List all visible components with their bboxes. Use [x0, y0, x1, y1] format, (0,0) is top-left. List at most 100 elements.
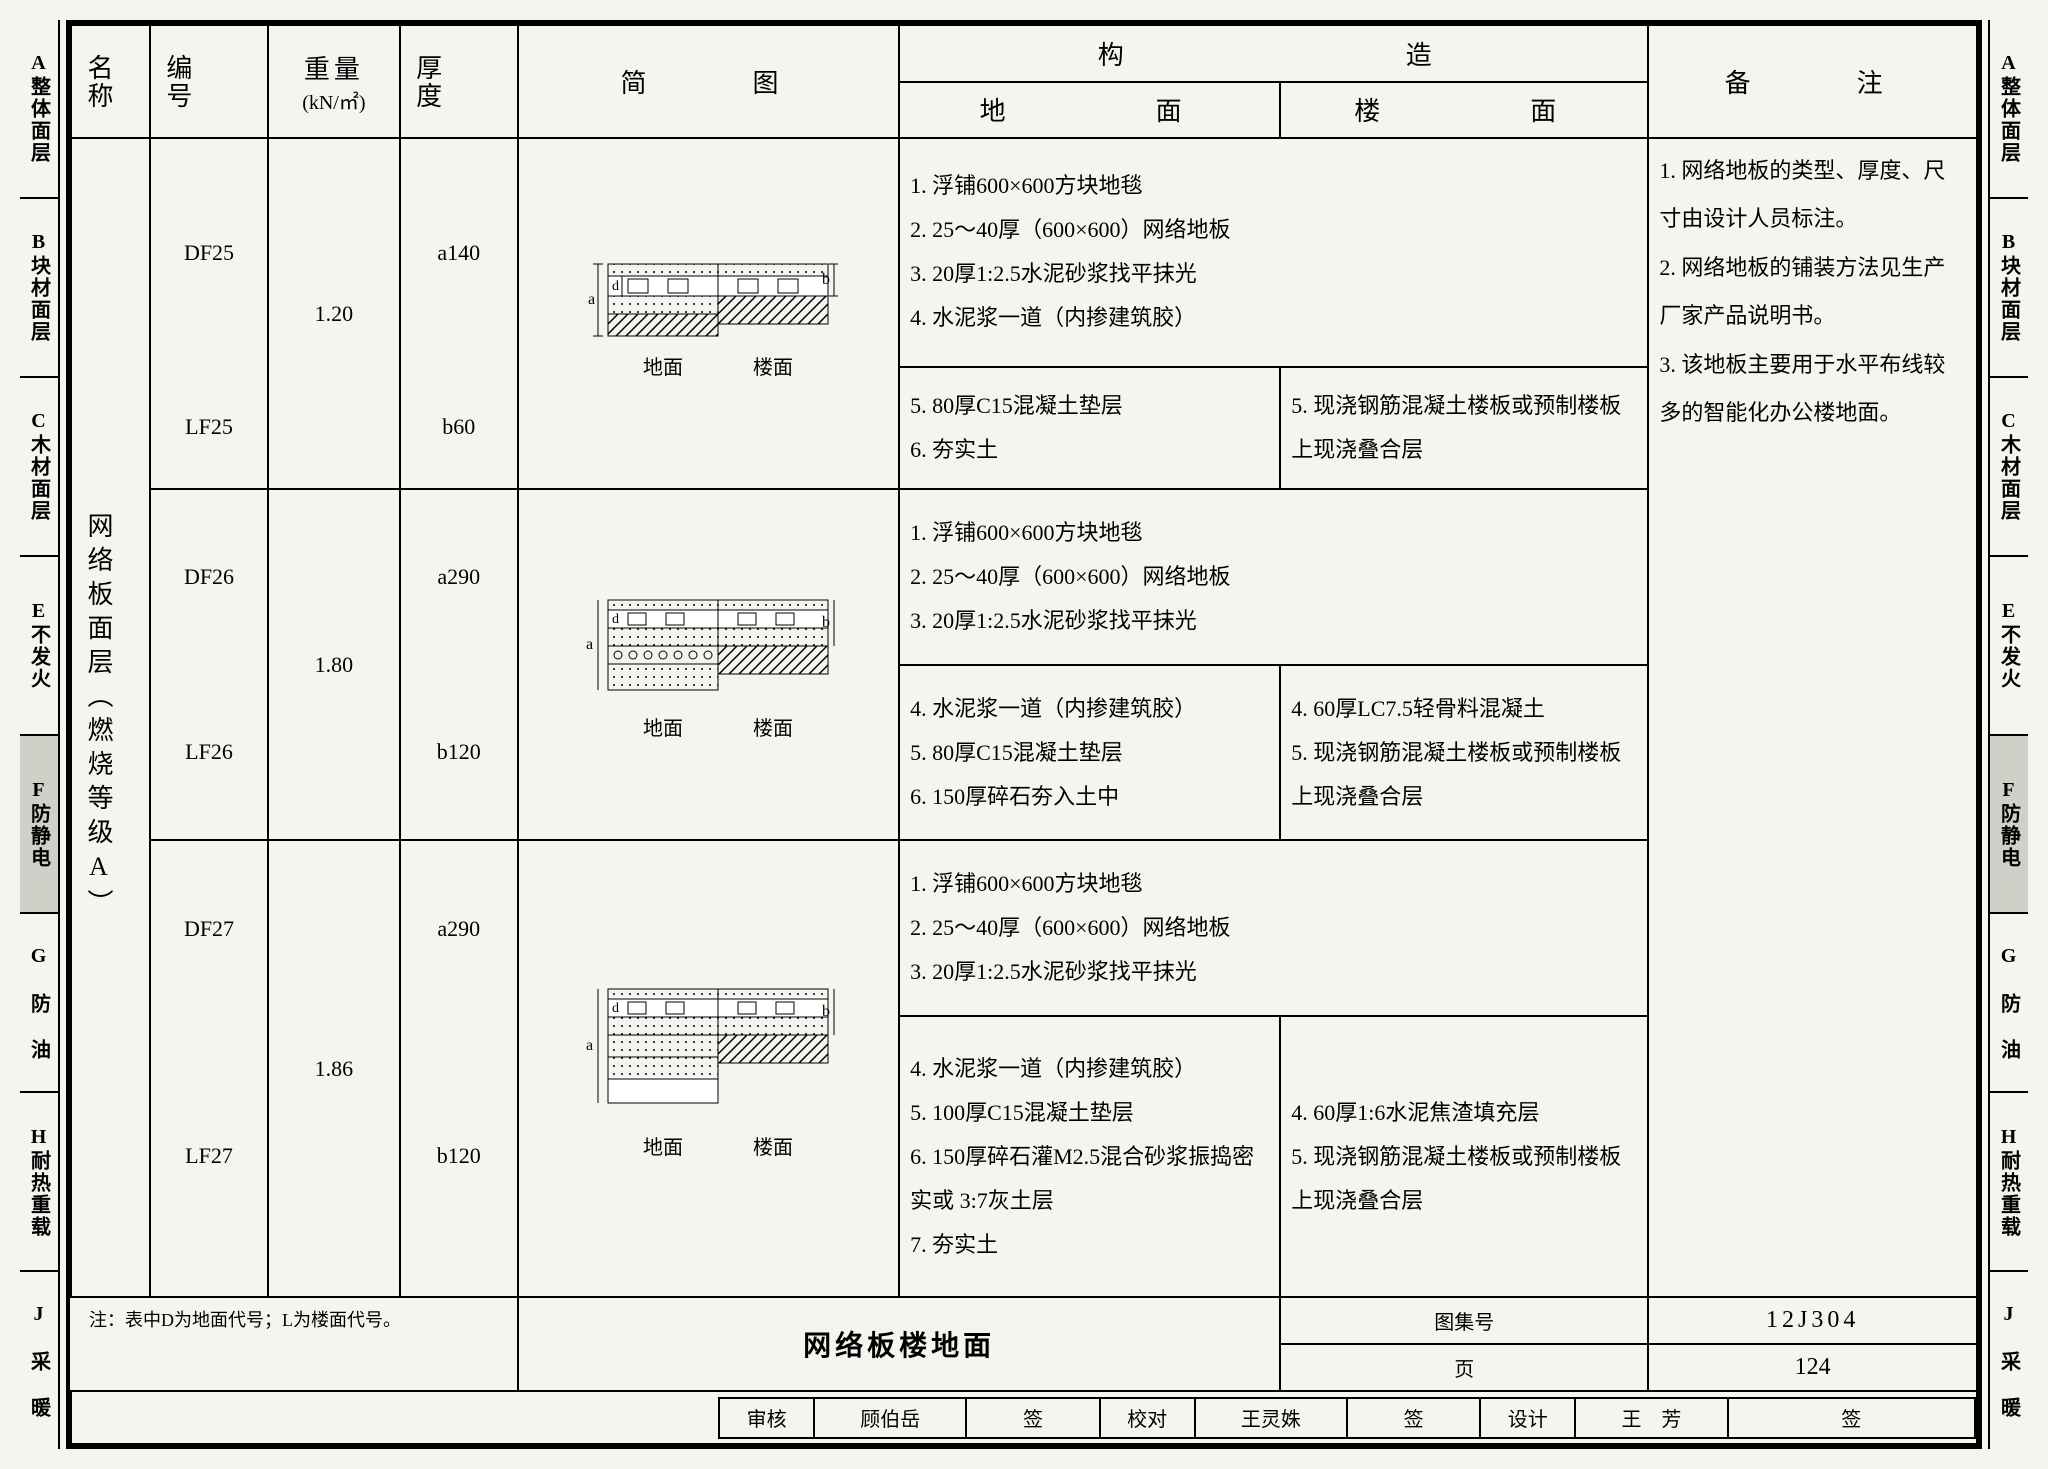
code-lf27: LF27 [150, 1016, 268, 1297]
section-diagram-3: a d b 地面 楼面 [578, 974, 838, 1164]
construct-3-ground: 4. 水泥浆一道（内掺建筑胶） 5. 100厚C15混凝土垫层 6. 150厚碎… [899, 1016, 1280, 1297]
footer-note: 注：表中D为地面代号；L为楼面代号。 [71, 1297, 518, 1391]
r3-t3: 3. 20厚1:2.5水泥砂浆找平抹光 [910, 950, 1637, 994]
tab-a[interactable]: A整体面层 [20, 20, 58, 199]
th-weight: 重量 (kN/㎡) [268, 25, 399, 138]
review-name: 顾伯岳 [814, 1398, 966, 1438]
construct-2-floor: 4. 60厚LC7.5轻骨料混凝土 5. 现浇钢筋混凝土楼板或预制楼板上现浇叠合… [1280, 665, 1648, 841]
page-label: 页 [1280, 1344, 1648, 1391]
main-table-wrap: 名称 编号 重量 (kN/㎡) 厚度 简 图 构 造 备 注 地 面 楼 面 网… [66, 20, 1982, 1449]
r2-f2: 5. 现浇钢筋混凝土楼板或预制楼板上现浇叠合层 [1291, 731, 1637, 819]
series-label: 图集号 [1280, 1297, 1648, 1344]
section-diagram-1: a d b 地面 楼面 [578, 244, 838, 384]
proof-label: 校对 [1100, 1398, 1195, 1438]
thick-a140: a140 [400, 138, 518, 366]
tab-h[interactable]: H耐热重载 [20, 1093, 58, 1272]
tab-e-r[interactable]: E不发火 [1990, 557, 2028, 736]
svg-text:楼面: 楼面 [753, 1136, 793, 1159]
svg-text:a: a [586, 636, 593, 653]
footer-signoff: 审核 顾伯岳 签 校对 王灵姝 签 设计 王 芳 签 [71, 1391, 1977, 1444]
header-row-1: 名称 编号 重量 (kN/㎡) 厚度 简 图 构 造 备 注 [71, 25, 1977, 82]
footer-row-1: 注：表中D为地面代号；L为楼面代号。 网络板楼地面 图集号 12J304 [71, 1297, 1977, 1344]
code-lf25: LF25 [150, 367, 268, 490]
tab-f[interactable]: F防静电 [20, 736, 58, 915]
tab-e[interactable]: E不发火 [20, 557, 58, 736]
r1-g2: 6. 夯实土 [910, 428, 1269, 472]
design-name: 王 芳 [1575, 1398, 1727, 1438]
tab-b[interactable]: B块材面层 [20, 199, 58, 378]
thick-b60: b60 [400, 367, 518, 490]
svg-text:d: d [612, 1001, 619, 1016]
diag1-floor-label: 楼面 [753, 356, 793, 379]
left-tabs: A整体面层 B块材面层 C木材面层 E不发火 F防静电 G 防 油 H耐热重载 … [20, 20, 60, 1449]
th-weight-label: 重量 [277, 49, 390, 86]
tab-c[interactable]: C木材面层 [20, 378, 58, 557]
remark-2: 2. 网络地板的铺装方法见生产厂家产品说明书。 [1659, 244, 1966, 341]
th-remarks: 备 注 [1648, 25, 1977, 138]
thick-b120: b120 [400, 665, 518, 841]
series-value: 12J304 [1648, 1297, 1977, 1344]
svg-text:地面: 地面 [643, 1136, 683, 1159]
r1-t2: 2. 25～40厚（600×600）网络地板 [910, 208, 1637, 252]
tab-h-r[interactable]: H耐热重载 [1990, 1093, 2028, 1272]
r3-f2: 5. 现浇钢筋混凝土楼板或预制楼板上现浇叠合层 [1291, 1135, 1637, 1223]
tab-j[interactable]: J 采 暖 [20, 1272, 58, 1449]
construct-2-ground: 4. 水泥浆一道（内掺建筑胶） 5. 80厚C15混凝土垫层 6. 150厚碎石… [899, 665, 1280, 841]
code-lf26: LF26 [150, 665, 268, 841]
r1-f1: 5. 现浇钢筋混凝土楼板或预制楼板上现浇叠合层 [1291, 384, 1637, 472]
right-tabs: A整体面层 B块材面层 C木材面层 E不发火 F防静电 G 防 油 H耐热重载 … [1988, 20, 2028, 1449]
remark-3: 3. 该地板主要用于水平布线较多的智能化办公楼地面。 [1659, 341, 1966, 438]
r3-g3: 6. 150厚碎石灌M2.5混合砂浆振捣密实或 3:7灰土层 [910, 1135, 1269, 1223]
construct-1-ground: 5. 80厚C15混凝土垫层 6. 夯实土 [899, 367, 1280, 490]
r3-g1: 4. 水泥浆一道（内掺建筑胶） [910, 1047, 1269, 1091]
construct-1-top: 1. 浮铺600×600方块地毯 2. 25～40厚（600×600）网络地板 … [899, 138, 1648, 366]
tab-f-r[interactable]: F防静电 [1990, 736, 2028, 915]
th-name: 名称 [71, 25, 150, 138]
footer-row-3: 审核 顾伯岳 签 校对 王灵姝 签 设计 王 芳 签 [71, 1391, 1977, 1444]
th-thick: 厚度 [400, 25, 518, 138]
svg-text:地面: 地面 [643, 717, 683, 740]
footer-title: 网络板楼地面 [518, 1297, 1280, 1391]
svg-text:b: b [822, 1003, 830, 1020]
tab-g-r[interactable]: G 防 油 [1990, 914, 2028, 1093]
r2-t2: 2. 25～40厚（600×600）网络地板 [910, 555, 1637, 599]
code-df25: DF25 [150, 138, 268, 366]
construct-3-top: 1. 浮铺600×600方块地毯 2. 25～40厚（600×600）网络地板 … [899, 840, 1648, 1016]
main-table: 名称 编号 重量 (kN/㎡) 厚度 简 图 构 造 备 注 地 面 楼 面 网… [70, 24, 1978, 1445]
svg-text:a: a [586, 1037, 593, 1054]
remark-1: 1. 网络地板的类型、厚度、尺寸由设计人员标注。 [1659, 147, 1966, 244]
th-ground: 地 面 [899, 82, 1280, 139]
r2-g3: 6. 150厚碎石夯入土中 [910, 775, 1269, 819]
tab-a-r[interactable]: A整体面层 [1990, 20, 2028, 199]
th-construction: 构 造 [899, 25, 1648, 82]
weight-2: 1.80 [268, 489, 399, 840]
th-code: 编号 [150, 25, 268, 138]
thick-b120-2: b120 [400, 1016, 518, 1297]
proof-sign: 签 [1347, 1398, 1480, 1438]
page: A整体面层 B块材面层 C木材面层 E不发火 F防静电 G 防 油 H耐热重载 … [20, 20, 2028, 1449]
tab-b-r[interactable]: B块材面层 [1990, 199, 2028, 378]
weight-3: 1.86 [268, 840, 399, 1297]
r3-g2: 5. 100厚C15混凝土垫层 [910, 1091, 1269, 1135]
diagram-3: a d b 地面 楼面 [518, 840, 899, 1297]
r3-t2: 2. 25～40厚（600×600）网络地板 [910, 906, 1637, 950]
tab-g[interactable]: G 防 油 [20, 914, 58, 1093]
dim-b: b [822, 271, 830, 288]
remarks-cell: 1. 网络地板的类型、厚度、尺寸由设计人员标注。 2. 网络地板的铺装方法见生产… [1648, 138, 1977, 1297]
tab-c-r[interactable]: C木材面层 [1990, 378, 2028, 557]
r1-t1: 1. 浮铺600×600方块地毯 [910, 164, 1637, 208]
diagram-1: a d b 地面 楼面 [518, 138, 899, 489]
r3-g4: 7. 夯实土 [910, 1223, 1269, 1267]
page-value: 124 [1648, 1344, 1977, 1391]
dim-d: d [612, 279, 619, 294]
thick-a290-2: a290 [400, 840, 518, 1016]
data-row-1-top: 网络板面层（燃烧等级A） DF25 1.20 a140 [71, 138, 1977, 366]
dim-a: a [588, 291, 595, 308]
design-sign: 签 [1728, 1398, 1975, 1438]
design-label: 设计 [1480, 1398, 1575, 1438]
construct-2-top: 1. 浮铺600×600方块地毯 2. 25～40厚（600×600）网络地板 … [899, 489, 1648, 665]
r2-t1: 1. 浮铺600×600方块地毯 [910, 511, 1637, 555]
tab-j-r[interactable]: J 采 暖 [1990, 1272, 2028, 1449]
review-sign: 签 [966, 1398, 1099, 1438]
diagram-2: a d b 地面 楼面 [518, 489, 899, 840]
